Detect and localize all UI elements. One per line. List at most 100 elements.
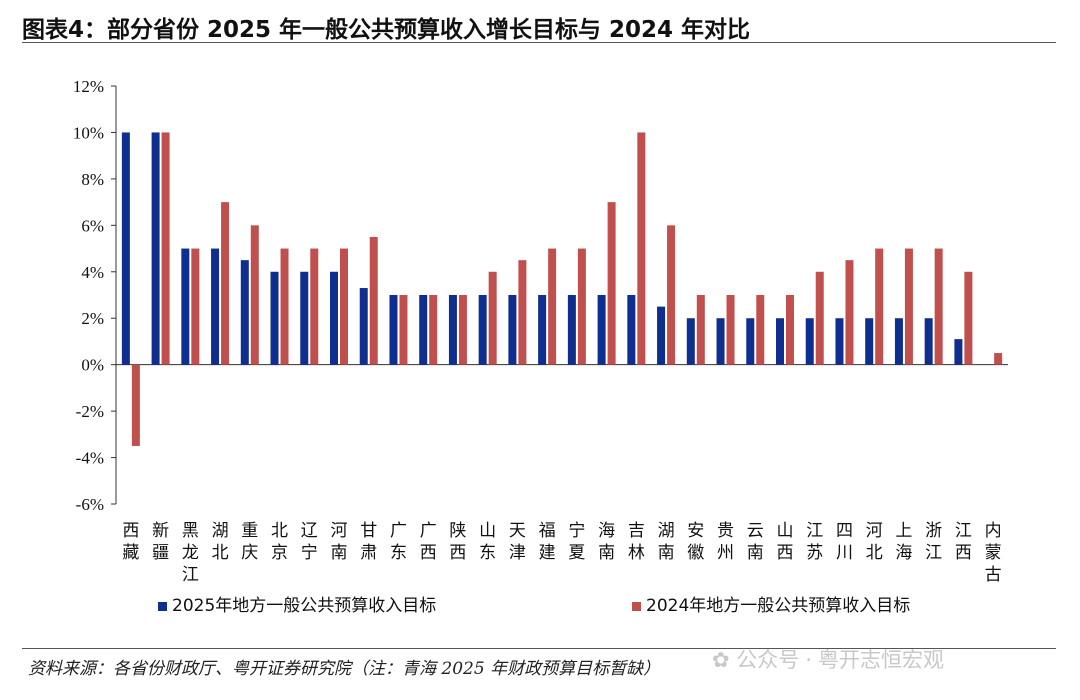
bar-2025: [597, 295, 606, 365]
y-tick-label: -2%: [76, 402, 104, 421]
watermark-name: 粤开志恒宏观: [817, 648, 944, 672]
legend-label-2024: 2024年地方一般公共预算收入目标: [646, 596, 910, 616]
watermark-separator: ·: [805, 648, 812, 672]
category-label: 北: [866, 543, 883, 563]
bar-2024: [756, 295, 765, 365]
bar-2025: [508, 295, 517, 365]
category-label: 苏: [806, 543, 823, 563]
category-label: 河: [866, 521, 883, 541]
category-label: 黑: [182, 521, 199, 541]
bar-2024: [845, 260, 854, 365]
y-tick-label: -4%: [76, 449, 104, 468]
category-label: 宁: [301, 543, 318, 563]
chart-title: 图表4：部分省份 2025 年一般公共预算收入增长目标与 2024 年对比: [22, 17, 751, 43]
category-label: 山: [479, 521, 496, 541]
bar-2025: [805, 318, 814, 365]
category-label: 西: [777, 543, 794, 563]
category-label: 安: [687, 521, 704, 541]
y-tick-label: -6%: [76, 495, 104, 514]
bar-2025: [211, 248, 220, 365]
bar-2025: [954, 339, 963, 365]
bar-2024: [310, 248, 319, 365]
category-label: 龙: [182, 543, 199, 563]
category-label: 河: [331, 521, 348, 541]
bar-2025: [419, 295, 428, 365]
bar-2025: [538, 295, 547, 365]
bar-chart: -6%-4%-2%0%2%4%6%8%10%12%西藏新疆黑龙江湖北重庆北京辽宁…: [73, 77, 1008, 616]
category-label: 西: [449, 543, 466, 563]
category-label: 西: [955, 543, 972, 563]
bar-2024: [161, 132, 170, 365]
category-label: 藏: [122, 543, 139, 563]
category-label: 陕: [449, 521, 466, 541]
bar-2025: [448, 295, 457, 365]
category-label: 吉: [628, 521, 645, 541]
bar-2024: [191, 248, 200, 365]
bar-2024: [221, 202, 230, 365]
category-label: 肃: [360, 543, 377, 563]
category-label: 东: [390, 543, 407, 563]
bar-2025: [478, 295, 487, 365]
category-label: 蒙: [985, 543, 1002, 563]
category-label: 江: [182, 565, 199, 585]
bar-2025: [240, 260, 249, 365]
bar-2025: [657, 306, 666, 365]
bar-2024: [399, 295, 408, 365]
category-label: 川: [836, 543, 853, 563]
category-label: 疆: [152, 543, 169, 563]
bar-2024: [815, 271, 824, 365]
category-label: 宁: [568, 521, 585, 541]
category-label: 云: [747, 521, 764, 541]
legend-label-2025: 2025年地方一般公共预算收入目标: [172, 596, 436, 616]
category-label: 林: [628, 543, 645, 563]
category-label: 津: [509, 543, 526, 563]
legend-swatch-2025: [158, 602, 167, 611]
bar-2025: [716, 318, 725, 365]
bar-2025: [865, 318, 874, 365]
category-label: 内: [985, 521, 1002, 541]
category-label: 南: [747, 543, 764, 563]
category-label: 上: [895, 521, 912, 541]
bar-2024: [250, 225, 259, 365]
bar-2024: [340, 248, 348, 365]
bar-2025: [746, 318, 755, 365]
bar-2024: [607, 202, 616, 365]
category-label: 西: [122, 521, 139, 541]
y-tick-label: 10%: [73, 123, 104, 142]
bar-2024: [280, 248, 289, 365]
wechat-icon: ✿: [712, 648, 730, 672]
category-label: 南: [598, 543, 615, 563]
category-label: 庆: [241, 543, 258, 563]
category-label: 江: [806, 521, 823, 541]
bar-2024: [667, 225, 676, 365]
bar-2024: [369, 236, 378, 365]
bar-2025: [300, 271, 309, 365]
category-label: 江: [925, 543, 942, 563]
category-label: 甘: [360, 521, 377, 541]
bar-2024: [429, 295, 438, 365]
bar-2024: [904, 248, 913, 365]
bar-2025: [924, 318, 933, 365]
bar-2024: [696, 295, 705, 365]
category-label: 广: [390, 521, 407, 541]
category-label: 江: [955, 521, 972, 541]
category-label: 山: [777, 521, 794, 541]
category-label: 夏: [568, 543, 585, 563]
y-tick-label: 0%: [81, 356, 104, 375]
bar-2024: [726, 295, 735, 365]
category-label: 建: [539, 543, 556, 563]
category-label: 天: [509, 521, 526, 541]
bar-2024: [964, 271, 973, 365]
bar-2025: [121, 132, 130, 365]
category-label: 湖: [212, 521, 229, 541]
bar-2024: [518, 260, 527, 365]
category-label: 重: [241, 521, 258, 541]
bar-2024: [637, 132, 646, 365]
bar-2025: [389, 295, 398, 365]
title-divider: [22, 42, 1056, 43]
bar-2024: [934, 248, 943, 365]
legend-swatch-2024: [632, 602, 641, 611]
y-tick-label: 4%: [81, 263, 104, 282]
category-label: 南: [331, 543, 348, 563]
bar-2025: [151, 132, 160, 365]
